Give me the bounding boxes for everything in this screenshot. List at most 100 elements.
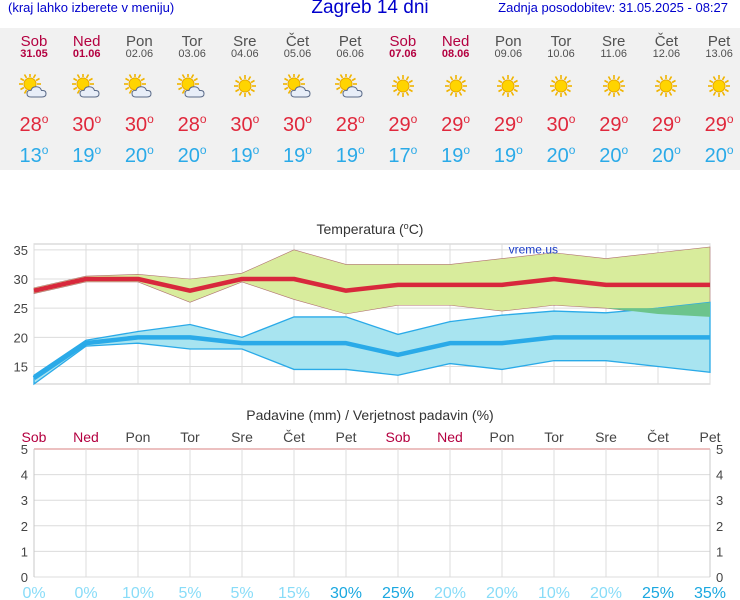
precipitation-day-label: Sob (386, 429, 411, 445)
min-temperature-line (32, 335, 710, 381)
precipitation-day-label: Ned (73, 429, 99, 445)
day-name: Pon (126, 33, 153, 50)
day-date: 02.06 (125, 48, 154, 60)
day-date: 05.06 (283, 48, 312, 60)
day-date: 08.06 (441, 48, 470, 60)
max-temperature: 30o (124, 112, 154, 136)
day-date: 11.06 (600, 48, 628, 60)
sun-icon (545, 74, 577, 100)
precipitation-y-tick-left: 0 (21, 570, 28, 585)
precipitation-day-label: Sob (22, 429, 47, 445)
precipitation-day-label: Čet (283, 429, 305, 445)
day-name: Sob (20, 33, 48, 50)
precipitation-probability-label: 35% (694, 585, 726, 600)
precipitation-y-tick-right: 1 (716, 544, 723, 559)
day-name: Pet (707, 33, 731, 50)
precipitation-probability-label: 25% (382, 585, 414, 600)
sun-icon (598, 74, 630, 100)
min-temperature: 17o (388, 143, 418, 167)
sun-icon (440, 74, 472, 100)
day-name: Ned (441, 33, 470, 50)
precipitation-plot-area (34, 449, 710, 577)
location-menu-hint[interactable]: (kraj lahko izberete v meniju) (8, 0, 175, 15)
max-temperature: 29o (651, 112, 681, 136)
max-temperature: 29o (493, 112, 523, 136)
sun-icon (650, 74, 682, 100)
precipitation-chart-title: Padavine (mm) / Verjetnost padavin (%) (246, 407, 493, 423)
precipitation-probability-label: 20% (590, 585, 622, 600)
precipitation-y-tick-left: 2 (21, 519, 28, 534)
partly-cloudy-icon (176, 73, 208, 100)
day-date: 01.06 (72, 48, 101, 60)
last-update: Zadnja posodobitev: 31.05.2025 - 08:27 (498, 0, 728, 15)
temperature-y-tick: 25 (14, 301, 28, 316)
day-name: Pet (338, 33, 362, 50)
precipitation-probability-label: 30% (330, 585, 362, 600)
precipitation-day-label: Pon (126, 429, 151, 445)
day-date: 09.06 (494, 48, 523, 60)
max-temperature: 29o (388, 112, 418, 136)
min-temperature: 20o (177, 143, 207, 167)
min-temperature: 19o (283, 143, 312, 167)
sun-icon (229, 74, 261, 100)
min-temperature: 20o (546, 143, 576, 167)
precipitation-day-label: Pet (335, 429, 356, 445)
min-temperature: 19o (230, 143, 260, 167)
partly-cloudy-icon (71, 73, 103, 100)
precipitation-y-tick-left: 3 (21, 493, 28, 508)
temperature-y-tick: 15 (14, 360, 28, 375)
day-name: Tor (181, 33, 203, 50)
min-temperature-band (33, 301, 711, 386)
max-temperature: 28o (177, 112, 207, 136)
precipitation-probability-label: 20% (434, 585, 466, 600)
max-temperature: 30o (283, 112, 312, 136)
page-title: Zagreb 14 dni (311, 0, 429, 18)
sun-icon (387, 74, 419, 100)
sun-icon (703, 74, 735, 100)
precipitation-probability-label: 0% (74, 585, 97, 600)
temperature-y-tick: 20 (14, 330, 28, 345)
min-temperature: 20o (124, 143, 154, 167)
precipitation-probability-label: 5% (178, 585, 201, 600)
day-date: 13.06 (705, 48, 733, 60)
precipitation-probability-label: 5% (230, 585, 253, 600)
day-date: 04.06 (231, 48, 259, 60)
precipitation-y-tick-right: 4 (716, 468, 723, 483)
max-temperature: 30o (230, 112, 260, 136)
max-temperature: 28o (335, 112, 365, 136)
precipitation-y-tick-right: 5 (716, 442, 723, 457)
day-name: Čet (654, 33, 679, 50)
day-name: Čet (285, 33, 310, 50)
day-date: 07.06 (389, 48, 417, 60)
min-temperature: 19o (335, 143, 365, 167)
partly-cloudy-icon (334, 73, 366, 100)
max-temperature-line (33, 276, 710, 293)
max-temperature: 29o (599, 112, 629, 136)
precipitation-y-tick-left: 4 (21, 468, 28, 483)
partly-cloudy-icon (18, 73, 50, 100)
min-temperature: 19o (72, 143, 102, 167)
precipitation-probability-label: 15% (278, 585, 310, 600)
precipitation-day-label: Pet (699, 429, 720, 445)
day-date: 10.06 (547, 48, 575, 60)
precipitation-day-label: Pon (490, 429, 515, 445)
daily-forecast-panel (0, 28, 740, 170)
precipitation-y-tick-right: 3 (716, 493, 723, 508)
temperature-y-tick: 35 (14, 243, 28, 258)
min-temperature: 19o (441, 143, 471, 167)
max-temperature: 30o (546, 112, 576, 136)
day-name: Sob (389, 33, 417, 50)
sun-icon (492, 74, 524, 100)
day-date: 12.06 (652, 48, 681, 60)
day-name: Pon (494, 33, 522, 50)
max-temperature: 29o (441, 112, 471, 136)
day-name: Ned (72, 33, 101, 50)
day-name: Sre (233, 33, 257, 50)
temperature-y-tick: 30 (14, 272, 28, 287)
temperature-chart-title: Temperatura (oC) (317, 221, 424, 237)
max-temperature: 29o (704, 112, 734, 136)
day-date: 31.05 (20, 48, 48, 60)
precipitation-day-label: Sre (231, 429, 253, 445)
band-overlap (606, 302, 710, 317)
